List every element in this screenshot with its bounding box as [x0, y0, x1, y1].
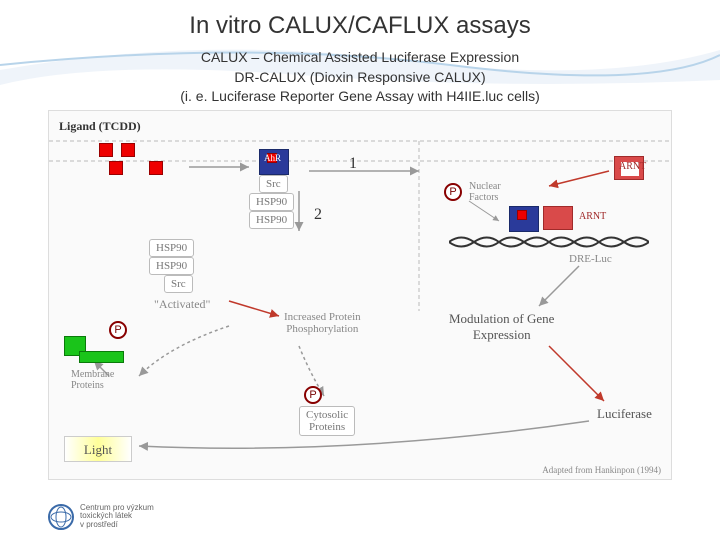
ligand-label: Ligand (TCDD)	[59, 119, 141, 134]
hsp90-label: HSP90	[249, 193, 294, 211]
subtitle: CALUX – Chemical Assisted Luciferase Exp…	[0, 48, 720, 107]
step-2: 2	[314, 206, 322, 224]
phosphate-icon: P	[109, 321, 127, 339]
activated-label: "Activated"	[154, 297, 210, 312]
subtitle-line-2: DR-CALUX (Dioxin Responsive CALUX)	[0, 68, 720, 88]
diagram-arrows	[49, 111, 671, 479]
luciferase-label: Luciferase	[597, 406, 652, 422]
arnt-label: ARNT	[619, 161, 646, 172]
dre-luc-label: DRE-Luc	[569, 253, 612, 265]
step-1: 1	[349, 155, 357, 173]
src-label: Src	[259, 175, 288, 193]
cytosolic-label: Cytosolic Proteins	[299, 406, 355, 436]
hsp90-label: HSP90	[149, 257, 194, 275]
subtitle-line-3: (i. e. Luciferase Reporter Gene Assay wi…	[0, 87, 720, 107]
nuclear-factors-label: Nuclear Factors	[469, 181, 501, 203]
footer-text: Centrum pro výzkum toxických látek v pro…	[80, 504, 154, 530]
src-label: Src	[164, 275, 193, 293]
phosphate-icon: P	[444, 183, 462, 201]
dna-icon	[449, 233, 649, 251]
ahr-label: AhR	[264, 153, 281, 163]
citation: Adapted from Hankinpon (1994)	[542, 465, 661, 475]
arnt-label-2: ARNT	[579, 211, 606, 222]
ligand-icon	[109, 161, 123, 175]
pathway-diagram: Ligand (TCDD) AhR Src HSP90 HSP90 1 2 HS…	[48, 110, 672, 480]
phosphorylation-label: Increased Protein Phosphorylation	[284, 311, 361, 335]
arnt-bound-icon	[543, 206, 573, 230]
ligand-icon	[149, 161, 163, 175]
ligand-bound-icon	[517, 210, 527, 220]
footer-line-3: v prostředí	[80, 521, 154, 530]
globe-icon	[48, 504, 74, 530]
page-title: In vitro CALUX/CAFLUX assays	[0, 12, 720, 40]
light-box: Light	[64, 436, 132, 462]
hsp90-label: HSP90	[149, 239, 194, 257]
membrane-label: Membrane Proteins	[71, 369, 114, 391]
hsp90-label: HSP90	[249, 211, 294, 229]
ligand-icon	[99, 143, 113, 157]
ligand-icon	[121, 143, 135, 157]
gene-expression-label: Modulation of Gene Expression	[449, 311, 554, 343]
phosphate-icon: P	[304, 386, 322, 404]
footer-logo: Centrum pro výzkum toxických látek v pro…	[48, 504, 154, 530]
subtitle-line-1: CALUX – Chemical Assisted Luciferase Exp…	[0, 48, 720, 68]
membrane-protein-icon	[79, 351, 124, 363]
